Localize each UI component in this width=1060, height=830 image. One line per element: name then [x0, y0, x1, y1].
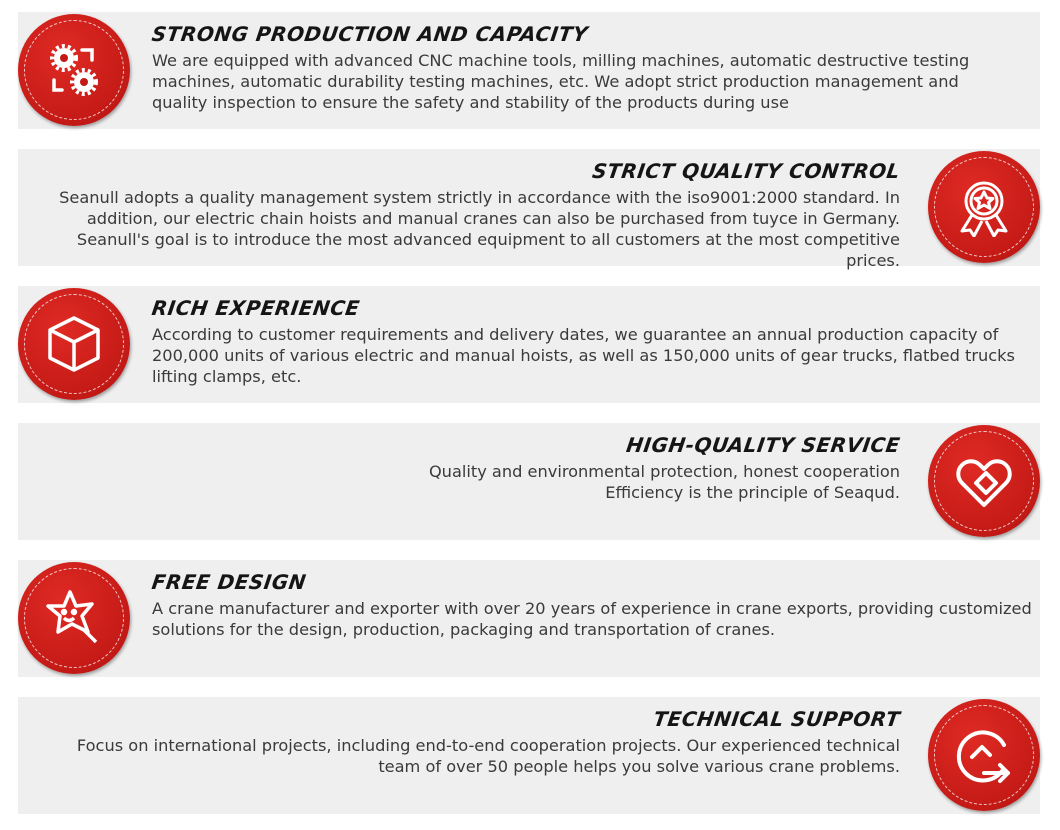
feature-title: STRONG PRODUCTION AND CAPACITY	[150, 22, 590, 46]
feature-title: HIGH-QUALITY SERVICE	[624, 433, 902, 457]
description-line: According to customer requirements and d…	[152, 325, 999, 344]
feature-title: STRICT QUALITY CONTROL	[590, 159, 902, 183]
description-line: We are equipped with advanced CNC machin…	[152, 51, 970, 70]
description-line: Efficiency is the principle of Seaqud.	[605, 483, 900, 502]
feature-row: STRICT QUALITY CONTROL Seanull adopts a …	[0, 149, 1060, 270]
feature-description: We are equipped with advanced CNC machin…	[152, 50, 1032, 113]
feature-text: STRICT QUALITY CONTROL Seanull adopts a …	[20, 159, 902, 271]
gears-cycle-icon	[50, 44, 98, 96]
description-line: team of over 50 people helps you solve v…	[378, 757, 900, 776]
feature-text: FREE DESIGN A crane manufacturer and exp…	[150, 570, 1032, 640]
feature-row: STRONG PRODUCTION AND CAPACITY We are eq…	[0, 12, 1060, 129]
feature-description: A crane manufacturer and exporter with o…	[152, 598, 1032, 640]
feature-title: TECHNICAL SUPPORT	[651, 707, 902, 731]
feature-panel	[18, 12, 1040, 129]
description-line: solutions for the design, production, pa…	[152, 620, 776, 639]
description-line: 200,000 units of various electric and ma…	[152, 346, 1015, 365]
feature-text: STRONG PRODUCTION AND CAPACITY We are eq…	[150, 22, 1032, 113]
feature-badge	[18, 562, 130, 674]
feature-description: Seanull adopts a quality management syst…	[20, 187, 900, 271]
feature-row: FREE DESIGN A crane manufacturer and exp…	[0, 560, 1060, 677]
heart-link-icon	[956, 459, 1012, 507]
feature-description: Focus on international projects, includi…	[20, 735, 900, 777]
feature-row: HIGH-QUALITY SERVICE Quality and environ…	[0, 423, 1060, 540]
description-line: Seanull adopts a quality management syst…	[59, 188, 900, 207]
description-line: Focus on international projects, includi…	[76, 736, 900, 755]
feature-text: HIGH-QUALITY SERVICE Quality and environ…	[20, 433, 902, 503]
feature-badge	[18, 288, 130, 400]
feature-panel	[18, 560, 1040, 677]
feature-title: FREE DESIGN	[150, 570, 308, 594]
description-line: Seanull's goal is to introduce the most …	[76, 230, 900, 270]
feature-panel	[18, 697, 1040, 814]
star-magnifier-icon	[46, 590, 98, 644]
description-line: machines, automatic durability testing m…	[152, 72, 959, 91]
support-arrow-icon	[956, 730, 1010, 783]
feature-badge	[928, 699, 1040, 811]
feature-panel	[18, 423, 1040, 540]
feature-row: RICH EXPERIENCE According to customer re…	[0, 286, 1060, 403]
description-line: addition, our electric chain hoists and …	[86, 209, 900, 228]
feature-badge	[18, 14, 130, 126]
feature-text: TECHNICAL SUPPORT Focus on international…	[20, 707, 902, 777]
feature-description: Quality and environmental protection, ho…	[20, 461, 900, 503]
feature-row: TECHNICAL SUPPORT Focus on international…	[0, 697, 1060, 814]
description-line: quality inspection to ensure the safety …	[152, 93, 789, 112]
feature-badge	[928, 151, 1040, 263]
feature-panel	[18, 286, 1040, 403]
award-ribbon-icon	[960, 181, 1008, 237]
description-line: Quality and environmental protection, ho…	[428, 462, 900, 481]
feature-description: According to customer requirements and d…	[152, 324, 1032, 387]
feature-panel	[18, 149, 1040, 266]
description-line: lifting clamps, etc.	[152, 367, 302, 386]
box-icon	[48, 316, 100, 372]
feature-title: RICH EXPERIENCE	[150, 296, 362, 320]
feature-text: RICH EXPERIENCE According to customer re…	[150, 296, 1032, 387]
description-line: A crane manufacturer and exporter with o…	[152, 599, 1032, 618]
feature-badge	[928, 425, 1040, 537]
